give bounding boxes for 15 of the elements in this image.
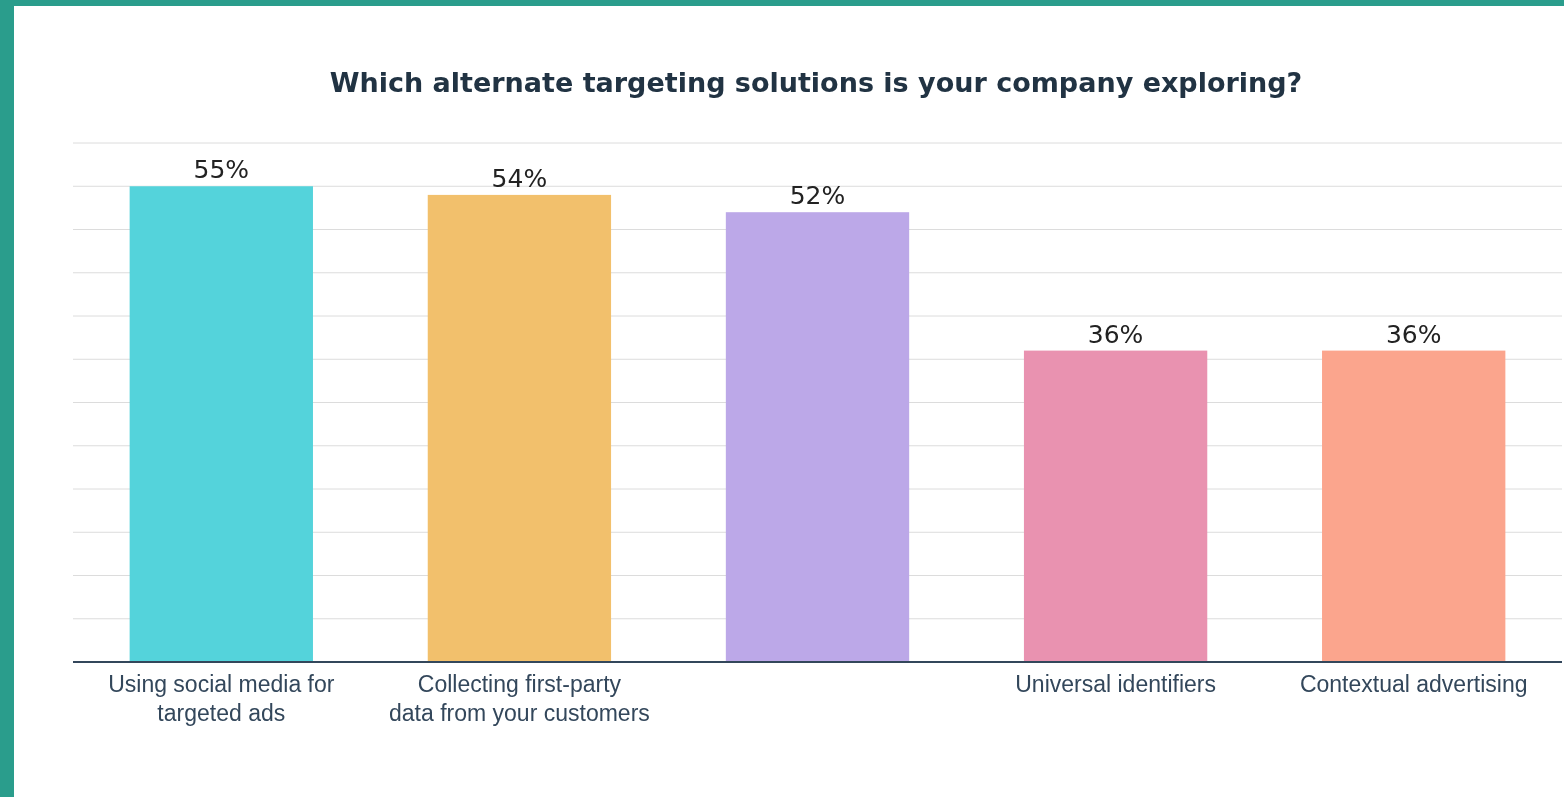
x-tick-label: Using social media for targeted ads xyxy=(108,671,335,726)
data-label: 55% xyxy=(193,155,250,185)
bar xyxy=(129,186,313,662)
bar xyxy=(427,194,612,662)
x-tick-label: Universal identifiers xyxy=(1015,671,1216,697)
data-label: 52% xyxy=(789,181,846,211)
chart-title: Which alternate targeting solutions is your company exploring? xyxy=(329,67,1303,98)
bar xyxy=(1023,350,1208,662)
bar xyxy=(725,212,910,662)
data-label: 36% xyxy=(1087,319,1144,349)
data-label: 54% xyxy=(491,163,548,193)
bar xyxy=(1322,350,1506,662)
x-tick-label: Collecting first-party data from your customers xyxy=(389,671,650,726)
x-tick-label: Contextual advertising xyxy=(1299,671,1528,697)
data-label: 36% xyxy=(1385,319,1442,349)
